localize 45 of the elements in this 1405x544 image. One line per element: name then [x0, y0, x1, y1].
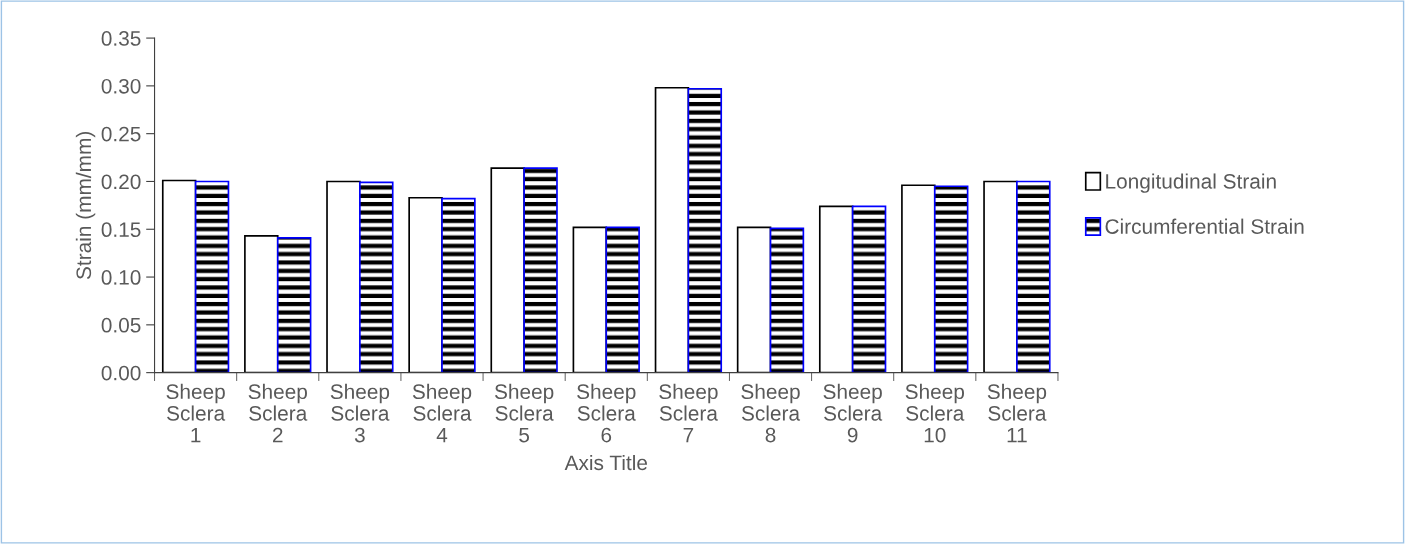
- x-tick-label: Sheep Sclera 11: [987, 383, 1047, 443]
- x-tick-label: Sheep Sclera 1: [166, 383, 226, 443]
- bar: [983, 180, 1018, 373]
- legend-label: Longitudinal Strain: [1106, 173, 1276, 193]
- bar: [276, 237, 312, 373]
- x-tick-label: Sheep Sclera 3: [330, 383, 390, 443]
- bar: [244, 235, 279, 373]
- bar: [654, 86, 690, 373]
- bar: [736, 226, 772, 373]
- bar: [605, 226, 640, 373]
- bar: [194, 180, 230, 373]
- x-tick-label: Sheep Sclera 5: [494, 383, 554, 443]
- y-tick-label: 0.00: [101, 365, 141, 381]
- bar: [851, 205, 887, 373]
- y-tick-label: 0.20: [101, 174, 141, 190]
- y-tick-label: 0.35: [101, 31, 141, 46]
- y-tick-label: 0.10: [101, 270, 141, 285]
- bar: [490, 167, 525, 373]
- bar: [523, 167, 558, 373]
- x-tick-label: Sheep Sclera 8: [741, 383, 801, 443]
- x-tick-label: Sheep Sclera 4: [412, 383, 472, 443]
- bar: [161, 179, 197, 373]
- legend-label: Circumferential Strain: [1105, 218, 1304, 234]
- bar: [1016, 180, 1051, 373]
- bar: [933, 185, 969, 373]
- x-tick-label: Sheep Sclera 6: [577, 383, 636, 443]
- bar: [901, 184, 936, 373]
- y-axis-title: Strain (mm/mm): [75, 132, 96, 280]
- bar: [359, 181, 394, 373]
- bar: [408, 196, 443, 373]
- bar: [687, 87, 723, 373]
- bar: [572, 226, 608, 373]
- bar: [441, 197, 476, 373]
- bar: [818, 205, 854, 373]
- x-tick-label: Sheep Sclera 9: [823, 383, 883, 443]
- x-tick-label: Sheep Sclera 7: [659, 383, 718, 443]
- bar: [769, 227, 805, 373]
- x-tick-label: Sheep Sclera 10: [905, 383, 965, 443]
- x-tick-label: Sheep Sclera 2: [248, 383, 308, 443]
- y-tick-label: 0.05: [101, 317, 141, 333]
- y-tick-label: 0.30: [101, 78, 141, 94]
- y-tick-label: 0.15: [101, 222, 141, 238]
- bar: [326, 180, 361, 373]
- x-axis-title: Axis Title: [564, 454, 648, 471]
- y-tick-label: 0.25: [101, 126, 141, 142]
